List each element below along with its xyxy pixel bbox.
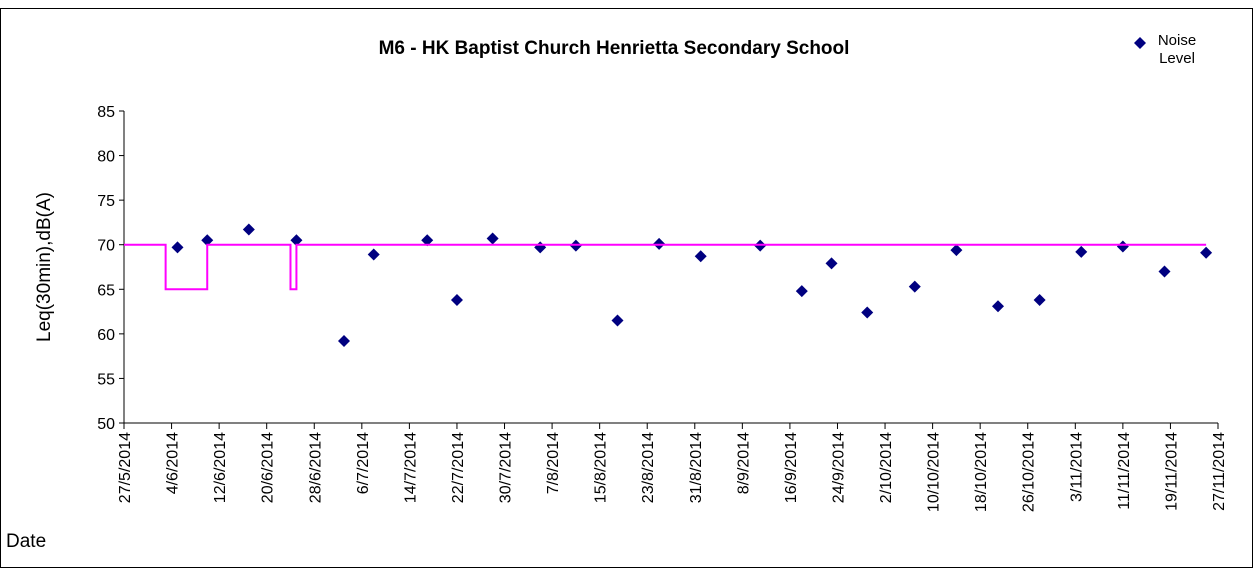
- data-point: [367, 248, 380, 261]
- x-tick-label: 24/9/2014: [830, 432, 847, 503]
- data-point: [242, 223, 255, 236]
- data-point: [1075, 245, 1088, 258]
- x-tick-label: 11/11/2014: [1116, 432, 1133, 510]
- x-tick-label: 7/8/2014: [545, 432, 562, 494]
- data-point: [795, 285, 808, 298]
- chart-frame: [0, 8, 1253, 568]
- chart-title: M6 - HK Baptist Church Henrietta Seconda…: [379, 38, 850, 59]
- x-tick-label: 19/11/2014: [1163, 432, 1180, 511]
- x-tick-label: 27/11/2014: [1211, 432, 1228, 511]
- data-point: [992, 300, 1005, 313]
- data-point: [486, 232, 499, 245]
- x-tick-label: 2/10/2014: [878, 432, 895, 503]
- data-point: [1033, 293, 1046, 306]
- x-tick-label: 15/8/2014: [593, 432, 610, 503]
- legend-label: Noise Level: [1157, 32, 1197, 67]
- y-tick-label: 85: [97, 104, 115, 121]
- data-point: [1200, 246, 1213, 259]
- data-point: [290, 234, 303, 247]
- data-point: [611, 314, 624, 327]
- limit-line: [124, 243, 1207, 291]
- data-point: [201, 234, 214, 247]
- x-tick-label: 30/7/2014: [498, 432, 515, 503]
- data-point: [337, 334, 350, 347]
- data-point: [450, 293, 463, 306]
- y-tick-label: 80: [97, 149, 115, 166]
- x-tick-label: 8/9/2014: [735, 432, 752, 494]
- x-tick-label: 4/6/2014: [165, 432, 182, 494]
- data-point: [1158, 265, 1171, 278]
- data-point: [1116, 240, 1129, 253]
- data-point: [694, 250, 707, 263]
- x-tick-label: 31/8/2014: [688, 432, 705, 503]
- y-tick-label: 60: [97, 327, 115, 344]
- x-tick-label: 12/6/2014: [212, 432, 229, 503]
- y-tick-label: 50: [97, 416, 115, 433]
- x-tick-label: 6/7/2014: [355, 432, 372, 494]
- data-point: [825, 257, 838, 270]
- x-tick-label: 14/7/2014: [402, 432, 419, 503]
- data-point: [534, 241, 547, 254]
- data-point: [950, 244, 963, 257]
- x-axis-label: Date: [6, 531, 46, 552]
- y-tick-label: 55: [97, 371, 115, 388]
- x-tick-label: 20/6/2014: [260, 432, 277, 503]
- data-point: [861, 306, 874, 319]
- x-tick-label: 26/10/2014: [1021, 432, 1038, 512]
- x-tick-label: 10/10/2014: [926, 432, 943, 512]
- x-tick-label: 18/10/2014: [973, 432, 990, 512]
- x-tick-label: 3/11/2014: [1068, 432, 1085, 502]
- y-tick-label: 65: [97, 282, 115, 299]
- x-tick-label: 16/9/2014: [783, 432, 800, 503]
- y-tick-label: 75: [97, 193, 115, 210]
- data-point: [421, 234, 434, 247]
- x-tick-label: 28/6/2014: [307, 432, 324, 503]
- x-tick-label: 23/8/2014: [640, 432, 657, 503]
- y-axis-label: Leq(30min),dB(A): [34, 192, 55, 342]
- y-tick-label: 70: [97, 238, 115, 255]
- x-tick-label: 22/7/2014: [450, 432, 467, 503]
- legend-marker: [1134, 37, 1146, 49]
- x-tick-label: 27/5/2014: [117, 432, 134, 503]
- data-point: [908, 280, 921, 293]
- data-point: [171, 241, 184, 254]
